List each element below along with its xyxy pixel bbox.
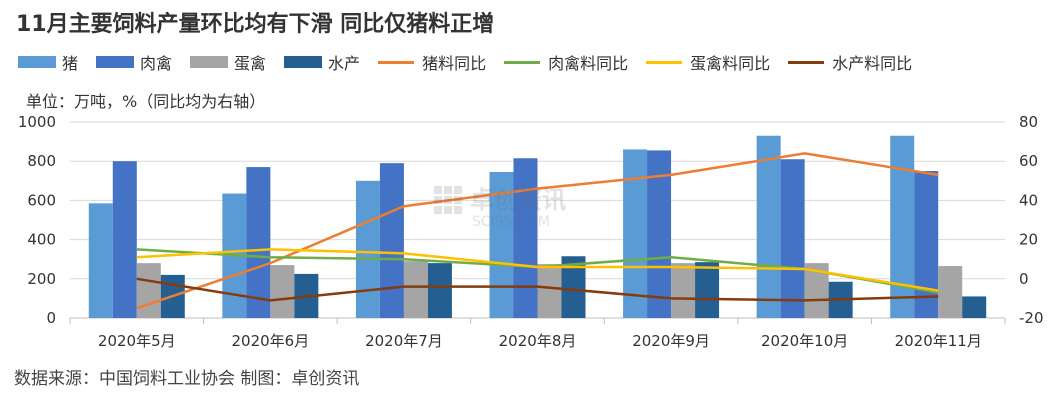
legend-swatch [378,60,415,64]
y-left-tick-label: 800 [27,152,56,170]
x-tick-label: 2020年11月 [895,332,982,350]
x-tick-label: 2020年5月 [98,332,176,350]
legend-label: 猪料同比 [422,54,487,73]
x-tick-label: 2020年9月 [632,332,710,350]
legend-item: 肉禽 [96,50,172,74]
bar-1 [88,203,113,318]
y-left-tick-label: 200 [27,270,56,288]
bar-3 [136,263,161,318]
units-note: 单位：万吨，%（同比均为右轴） [26,92,266,111]
legend: 猪 肉禽 蛋禽 水产 猪料同比 肉禽料同比 蛋禽料同比 水产料同比 [18,50,930,74]
y-right-tick-label: 0 [1019,270,1029,288]
y-right-tick-label: 40 [1019,191,1038,209]
bar-2 [914,171,939,318]
legend-label: 肉禽 [140,54,173,73]
x-tick-label: 2020年10月 [761,332,848,350]
bar-1 [489,171,514,318]
legend-item: 猪料同比 [378,50,486,74]
legend-swatch [18,56,56,68]
series-line-4 [136,277,939,302]
legend-item: 水产料同比 [788,50,912,74]
bar-2 [379,163,404,318]
chart-title: 11月主要饲料产量环比均有下滑 同比仅猪料正增 [16,12,495,37]
legend-label: 蛋禽 [234,54,267,73]
y-right-tick-label: 60 [1019,152,1038,170]
y-right-tick-label: 80 [1019,113,1038,131]
legend-item: 猪 [18,50,78,74]
bar-3 [671,263,696,318]
x-tick-label: 2020年7月 [365,332,443,350]
y-left-tick-label: 0 [46,309,56,327]
bar-4 [427,263,452,318]
bar-2 [780,159,805,318]
bar-1 [890,135,915,318]
bar-1 [623,149,648,318]
x-tick-label: 2020年8月 [499,332,577,350]
bar-1 [756,135,781,318]
legend-item: 蛋禽料同比 [646,50,770,74]
legend-label: 水产料同比 [832,54,913,73]
legend-swatch [284,56,323,68]
x-tick-label: 2020年6月 [231,332,309,350]
series-line-3 [136,248,939,292]
bar-4 [695,262,720,318]
bar-3 [270,265,295,318]
legend-item: 蛋禽 [190,50,266,74]
y-left-tick-label: 400 [27,231,56,249]
series-line-1 [136,152,939,310]
legend-label: 水产 [328,54,361,73]
y-left-tick-label: 600 [27,191,56,209]
bar-3 [537,264,562,318]
bar-2 [246,167,271,318]
bar-4 [962,296,987,318]
legend-swatch [96,56,135,68]
source-note: 数据来源：中国饲料工业协会 制图：卓创资讯 [14,369,360,389]
bar-3 [938,266,963,318]
legend-item: 水产 [284,50,360,74]
legend-item: 肉禽料同比 [504,50,628,74]
y-left-tick-label: 1000 [18,113,56,131]
bar-3 [403,261,428,318]
legend-swatch [190,56,229,68]
legend-label: 蛋禽料同比 [690,54,771,73]
bar-1 [355,180,380,318]
legend-label: 肉禽料同比 [548,54,629,73]
y-right-tick-label: 20 [1019,231,1038,249]
legend-swatch [788,60,825,64]
legend-label: 猪 [62,54,79,73]
legend-swatch [646,60,683,64]
bar-2 [513,158,538,318]
y-right-tick-label: -20 [1019,309,1044,327]
legend-swatch [504,60,541,64]
bar-2 [112,161,137,318]
bar-2 [647,150,672,318]
